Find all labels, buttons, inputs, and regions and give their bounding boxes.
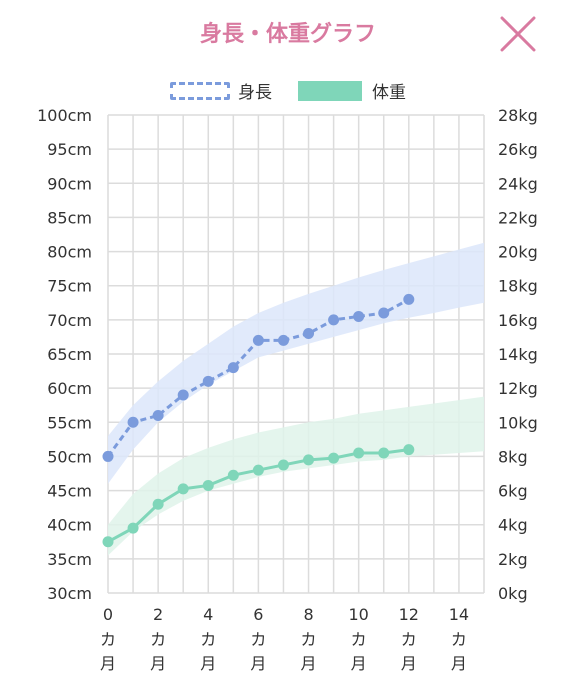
y-left-tick-label: 90cm — [47, 174, 92, 193]
weight-data-point — [102, 536, 114, 548]
height-data-point — [127, 416, 139, 428]
y-left-tick-label: 100cm — [37, 106, 92, 125]
x-tick-unit-label: カ — [451, 630, 467, 649]
y-left-tick-label: 60cm — [47, 379, 92, 398]
x-tick-unit-label: 月 — [100, 654, 116, 673]
y-right-tick-label: 0kg — [498, 584, 528, 603]
x-tick-unit-label: 月 — [351, 654, 367, 673]
y-left-tick-label: 45cm — [47, 482, 92, 501]
close-icon — [500, 16, 536, 52]
x-tick-unit-label: 月 — [200, 654, 216, 673]
x-tick-unit-label: 月 — [250, 654, 266, 673]
height-range-band — [108, 242, 484, 484]
weight-data-point — [353, 447, 365, 459]
y-right-tick-label: 16kg — [498, 311, 538, 330]
x-tick-unit-label: 月 — [150, 654, 166, 673]
y-right-tick-label: 22kg — [498, 208, 538, 227]
y-left-tick-label: 95cm — [47, 140, 92, 159]
y-right-tick-label: 12kg — [498, 379, 538, 398]
y-right-tick-label: 14kg — [498, 345, 538, 364]
y-left-tick-label: 35cm — [47, 550, 92, 569]
x-tick-label: 2 — [153, 605, 163, 624]
legend-height-label: 身長 — [238, 83, 272, 103]
legend-weight-swatch — [298, 80, 362, 101]
height-data-point — [177, 389, 189, 401]
x-tick-unit-label: カ — [301, 630, 317, 649]
y-left-tick-label: 70cm — [47, 311, 92, 330]
y-right-tick-label: 18kg — [498, 277, 538, 296]
weight-data-point — [152, 498, 164, 510]
close-button[interactable] — [498, 14, 538, 54]
x-tick-label: 8 — [303, 605, 313, 624]
x-tick-label: 10 — [348, 605, 368, 624]
x-tick-unit-label: カ — [150, 630, 166, 649]
x-tick-unit-label: カ — [351, 630, 367, 649]
x-tick-unit-label: カ — [401, 630, 417, 649]
x-tick-label: 12 — [399, 605, 419, 624]
y-right-tick-label: 8kg — [498, 447, 528, 466]
height-data-point — [353, 310, 365, 322]
y-right-tick-label: 2kg — [498, 550, 528, 569]
x-tick-label: 0 — [103, 605, 113, 624]
y-right-tick-label: 6kg — [498, 482, 528, 501]
height-data-point — [227, 362, 239, 374]
weight-data-point — [277, 459, 289, 471]
height-data-point — [378, 307, 390, 319]
height-data-point — [102, 450, 114, 462]
x-tick-unit-label: 月 — [301, 654, 317, 673]
weight-data-point — [328, 452, 340, 464]
x-tick-unit-label: 月 — [451, 654, 467, 673]
x-tick-label: 4 — [203, 605, 213, 624]
height-data-point — [303, 328, 315, 340]
y-left-tick-label: 55cm — [47, 413, 92, 432]
legend-height-swatch — [170, 81, 230, 100]
weight-data-point — [303, 454, 315, 466]
height-data-point — [252, 334, 264, 346]
x-tick-unit-label: カ — [200, 630, 216, 649]
height-data-point — [328, 314, 340, 326]
y-left-tick-label: 65cm — [47, 345, 92, 364]
weight-data-point — [127, 522, 139, 534]
x-tick-unit-label: 月 — [401, 654, 417, 673]
height-data-point — [277, 334, 289, 346]
x-tick-unit-label: カ — [250, 630, 266, 649]
page-title: 身長・体重グラフ — [199, 22, 376, 47]
y-right-tick-label: 10kg — [498, 413, 538, 432]
y-left-tick-label: 30cm — [47, 584, 92, 603]
y-left-tick-label: 50cm — [47, 447, 92, 466]
x-tick-unit-label: カ — [100, 630, 116, 649]
height-data-point — [152, 409, 164, 421]
y-left-tick-label: 75cm — [47, 277, 92, 296]
weight-data-point — [202, 479, 214, 491]
weight-data-point — [378, 447, 390, 459]
y-right-tick-label: 4kg — [498, 516, 528, 535]
weight-data-point — [252, 464, 264, 476]
height-data-point — [403, 293, 415, 305]
y-left-tick-label: 80cm — [47, 243, 92, 262]
y-left-tick-label: 40cm — [47, 516, 92, 535]
legend: 身長 体重 — [0, 78, 576, 103]
weight-data-point — [227, 469, 239, 481]
y-right-tick-label: 20kg — [498, 243, 538, 262]
weight-data-point — [177, 483, 189, 495]
legend-weight-label: 体重 — [372, 83, 406, 103]
y-right-tick-label: 26kg — [498, 140, 538, 159]
x-tick-label: 6 — [253, 605, 263, 624]
y-right-tick-label: 24kg — [498, 174, 538, 193]
y-right-tick-label: 28kg — [498, 106, 538, 125]
x-tick-label: 14 — [449, 605, 469, 624]
weight-data-point — [403, 444, 415, 456]
weight-range-band — [108, 396, 484, 556]
y-left-tick-label: 85cm — [47, 208, 92, 227]
height-data-point — [202, 375, 214, 387]
